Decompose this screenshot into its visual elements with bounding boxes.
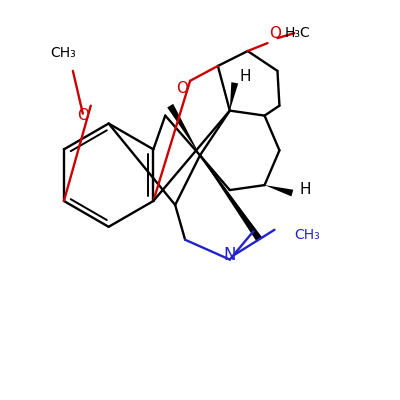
Polygon shape	[167, 104, 200, 155]
Text: CH₃: CH₃	[50, 46, 76, 60]
Polygon shape	[200, 155, 262, 242]
Text: H: H	[240, 69, 251, 84]
Text: O: O	[176, 81, 188, 96]
Text: O: O	[270, 26, 282, 41]
Text: O: O	[77, 108, 89, 123]
Polygon shape	[230, 82, 238, 111]
Text: N: N	[224, 246, 236, 264]
Text: CH₃: CH₃	[294, 228, 320, 242]
Text: H₃C: H₃C	[284, 26, 310, 40]
Text: H: H	[299, 182, 311, 196]
Polygon shape	[264, 185, 293, 196]
